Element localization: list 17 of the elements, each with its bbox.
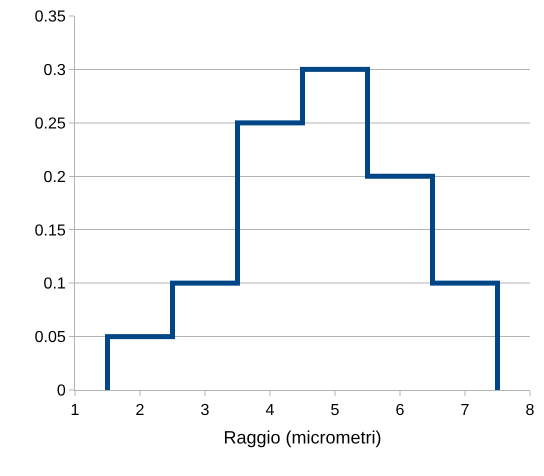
- y-tick-label: 0: [56, 382, 66, 400]
- x-axis-title: Raggio (micrometri): [223, 427, 382, 448]
- x-tick-label: 1: [70, 402, 80, 420]
- x-tick-label: 7: [460, 402, 470, 420]
- x-tick-label: 6: [396, 402, 405, 420]
- x-tick-label: 3: [200, 402, 210, 420]
- x-tick-label: 5: [330, 402, 340, 420]
- y-tick-label: 0.2: [44, 168, 66, 186]
- y-tick-label: 0.35: [34, 8, 66, 26]
- y-tick-label: 0.1: [44, 276, 66, 293]
- y-tick-label: 0.05: [34, 329, 66, 346]
- x-tick-label: 2: [136, 402, 145, 420]
- x-tick-label: 4: [266, 402, 275, 420]
- y-tick-label: 0.15: [34, 222, 66, 240]
- x-tick-label: 8: [526, 402, 535, 420]
- y-tick-label: 0.25: [34, 115, 66, 132]
- y-tick-label: 0.3: [44, 62, 66, 80]
